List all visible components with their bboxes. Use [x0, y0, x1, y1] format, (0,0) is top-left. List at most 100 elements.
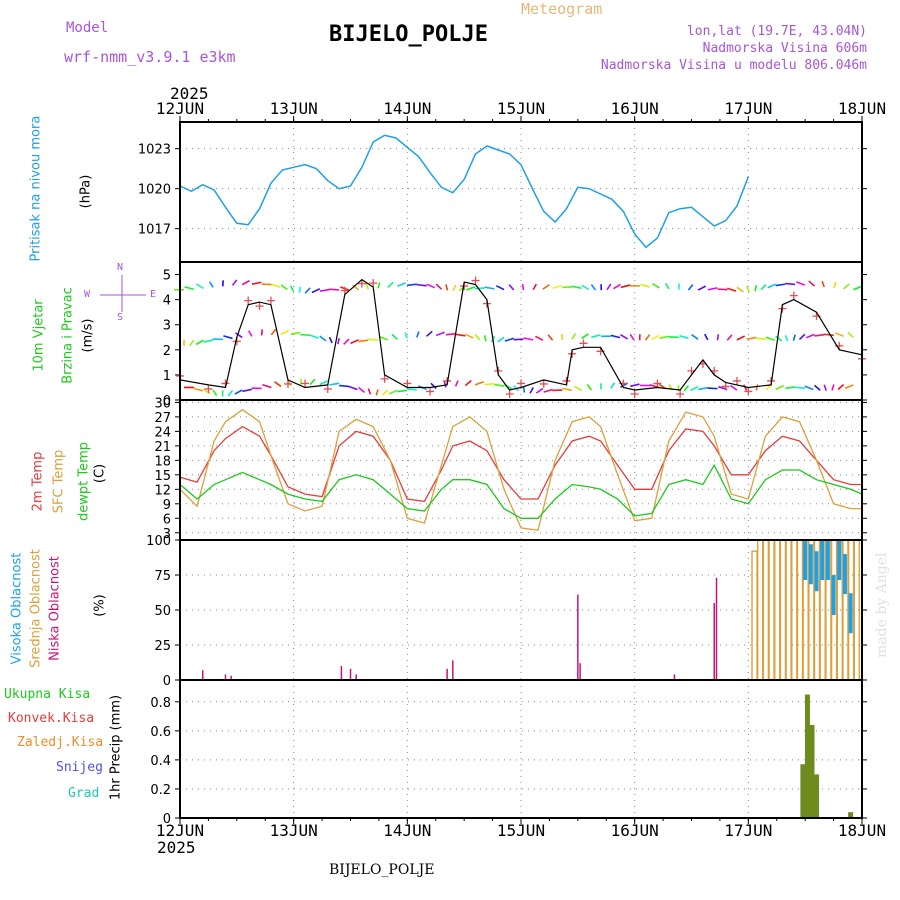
- wind-direction-arrow: [833, 281, 837, 289]
- wind-direction-arrow: [562, 387, 573, 392]
- y-tick-label: 0.2: [150, 783, 171, 798]
- wind-direction-arrow: [474, 287, 485, 290]
- wind-direction-arrow: [304, 287, 311, 294]
- wind-direction-arrow: [726, 287, 737, 292]
- wind-direction-arrow: [620, 333, 628, 340]
- wind-direction-arrow: [280, 329, 290, 336]
- y-tick-label: 27: [154, 411, 171, 426]
- wind-direction-arrow: [339, 384, 350, 388]
- x-tick-label-top: 14JUN: [383, 99, 431, 118]
- wind-observation-marker: [653, 379, 662, 388]
- wind-direction-arrow: [504, 337, 515, 342]
- wind-observation-marker: [357, 279, 366, 288]
- model-elevation-label: Nadmorska Visina u modelu 806.046m: [600, 58, 867, 73]
- wind-direction-arrow: [796, 281, 806, 286]
- wind-observation-marker: [283, 379, 292, 388]
- wind-observation-marker: [517, 379, 525, 388]
- precip-bar: [804, 694, 810, 818]
- bottom-title: BIJELO_POLJE: [329, 862, 435, 878]
- x-tick-label-bottom: 15JUN: [497, 821, 545, 840]
- wind-direction-arrow: [784, 335, 789, 342]
- wind-direction-arrow: [687, 284, 694, 291]
- wind-direction-arrow: [397, 389, 408, 393]
- wind-direction-arrow: [792, 334, 796, 341]
- meteogram-label: Meteogram: [521, 0, 603, 18]
- cloud-mid-bar: [768, 539, 775, 681]
- wind-direction-arrow: [717, 288, 728, 291]
- wind-direction-arrow: [196, 283, 204, 290]
- wind-direction-arrow: [319, 380, 329, 386]
- wind-direction-arrow: [847, 331, 854, 338]
- cloud-high-bar: [831, 575, 836, 615]
- cloud-mid-bar: [774, 539, 781, 681]
- wind-direction-arrow: [743, 384, 748, 391]
- precip-bar: [800, 764, 806, 818]
- wind-direction-arrow: [775, 384, 785, 390]
- wind-direction-arrow: [760, 283, 767, 291]
- precip-legend-hail: Grad: [68, 786, 100, 801]
- wind-direction-arrow: [679, 334, 689, 340]
- wind-direction-arrow: [455, 333, 466, 337]
- wind-direction-arrow: [823, 384, 828, 391]
- wind-direction-arrow: [227, 389, 234, 397]
- wind-direction-arrow: [552, 284, 562, 290]
- wind-direction-arrow: [677, 283, 681, 290]
- wind-direction-arrow: [644, 334, 651, 341]
- wind-direction-arrow: [435, 283, 443, 290]
- wind-direction-arrow: [270, 328, 277, 336]
- wind-direction-arrow: [247, 330, 253, 337]
- wind-direction-arrow: [484, 286, 495, 290]
- cloud-mid-bar: [757, 539, 764, 681]
- wind-direction-arrow: [367, 388, 372, 395]
- wind-direction-arrow: [640, 283, 650, 288]
- wind-direction-arrow: [775, 335, 783, 342]
- wind-direction-arrow: [542, 283, 550, 290]
- y-tick-label: 30: [154, 396, 171, 411]
- y-tick-label: 25: [154, 639, 171, 654]
- panel-frame-wind: [179, 261, 863, 401]
- wind-direction-arrow: [407, 283, 418, 287]
- wind-direction-arrow: [235, 332, 243, 339]
- wind-direction-arrow: [659, 335, 670, 340]
- cloud-high-bar: [848, 593, 853, 634]
- y-tick-label: 2: [163, 344, 171, 359]
- wind-direction-arrow: [529, 387, 534, 394]
- wind-direction-arrow: [606, 283, 612, 291]
- wind-direction-arrow: [262, 383, 272, 389]
- wind-direction-arrow: [521, 283, 525, 291]
- x-tick-label-top: 16JUN: [611, 99, 659, 118]
- wind-direction-arrow: [375, 389, 379, 396]
- wind-direction-arrow: [610, 382, 616, 389]
- wind-direction-arrow: [443, 381, 447, 388]
- wind-direction-arrow: [319, 288, 330, 292]
- model-label: Model: [66, 20, 109, 36]
- wind-direction-arrow: [652, 282, 660, 289]
- wind-direction-arrow: [804, 385, 814, 391]
- wind-direction-arrow: [808, 280, 816, 287]
- wind-direction-arrow: [814, 333, 825, 337]
- wind-observation-marker: [505, 389, 514, 398]
- wind-direction-arrow: [311, 288, 321, 294]
- wind-direction-arrow: [581, 284, 590, 291]
- wind-direction-arrow: [843, 283, 850, 290]
- wind-direction-arrow: [391, 333, 398, 340]
- wind-direction-arrow: [416, 331, 420, 338]
- model-name: wrf-nmm_v3.9.1 e3km: [64, 48, 236, 66]
- wind-observation-marker: [539, 379, 548, 388]
- wind-direction-arrow: [319, 335, 327, 342]
- wind-direction-arrow: [513, 338, 524, 341]
- wind-direction-arrow: [756, 337, 767, 340]
- y-tick-label: 1023: [138, 143, 171, 158]
- cloud-mid-bar: [779, 539, 787, 681]
- y-tick-label: 0.4: [150, 754, 171, 769]
- precip-bar: [809, 725, 815, 818]
- wind-direction-arrow: [543, 388, 553, 393]
- wind-direction-arrow: [299, 378, 303, 385]
- cloud-high-bar: [814, 551, 819, 592]
- x-tick-label-bottom: 16JUN: [611, 821, 659, 840]
- wind-direction-arrow: [844, 384, 854, 389]
- wind-direction-arrow: [534, 335, 544, 341]
- wind-direction-arrow: [664, 282, 670, 290]
- wind-direction-arrow: [358, 339, 369, 343]
- wind-direction-arrow: [765, 336, 775, 342]
